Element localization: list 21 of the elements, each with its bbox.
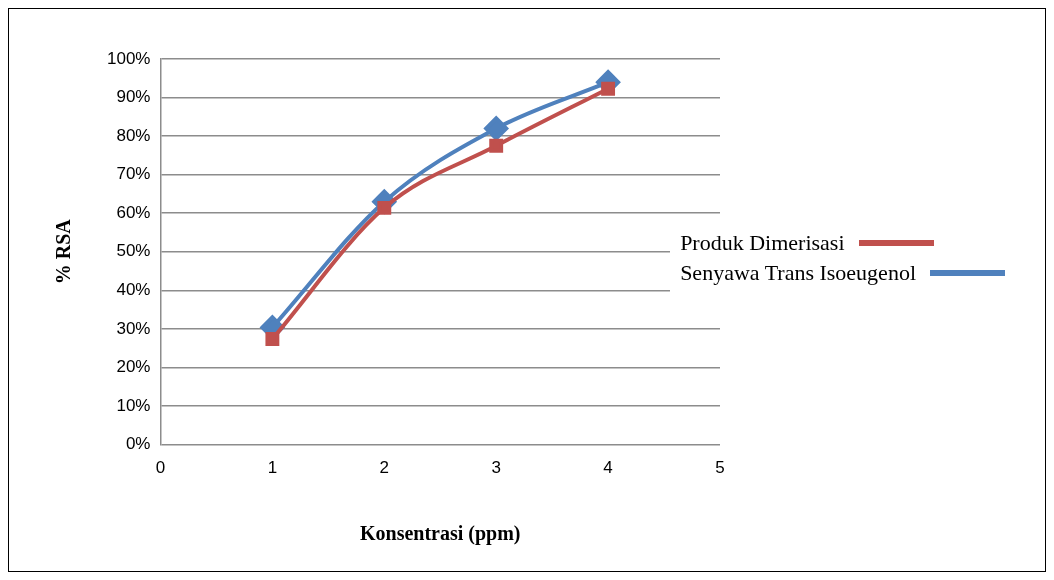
y-tick-label: 50%	[116, 241, 151, 261]
x-tick-label: 1	[267, 458, 278, 478]
y-tick-label: 20%	[116, 357, 151, 377]
x-tick-label: 5	[715, 458, 725, 478]
y-tick-label: 30%	[116, 318, 151, 338]
y-tick-label: 40%	[116, 280, 151, 300]
y-tick-label: 60%	[116, 202, 151, 222]
y-tick-label: 0%	[125, 434, 151, 454]
x-tick-label: 2	[379, 458, 390, 478]
x-tick-label: 0	[155, 458, 166, 478]
y-tick-label: 70%	[116, 164, 151, 184]
x-tick-label: 3	[491, 458, 501, 478]
y-tick-label: 100%	[107, 48, 151, 68]
x-axis-title: Konsentrasi (ppm)	[359, 522, 521, 546]
x-tick-label: 4	[603, 458, 613, 478]
y-tick-label: 80%	[116, 125, 151, 145]
y-tick-label: 10%	[116, 395, 151, 415]
y-tick-label: 90%	[116, 87, 151, 107]
y-axis-title: % RSA	[52, 218, 75, 285]
legend-label: Senyawa Trans Isoeugenol	[680, 259, 916, 287]
legend-label: Produk Dimerisasi	[680, 229, 845, 257]
